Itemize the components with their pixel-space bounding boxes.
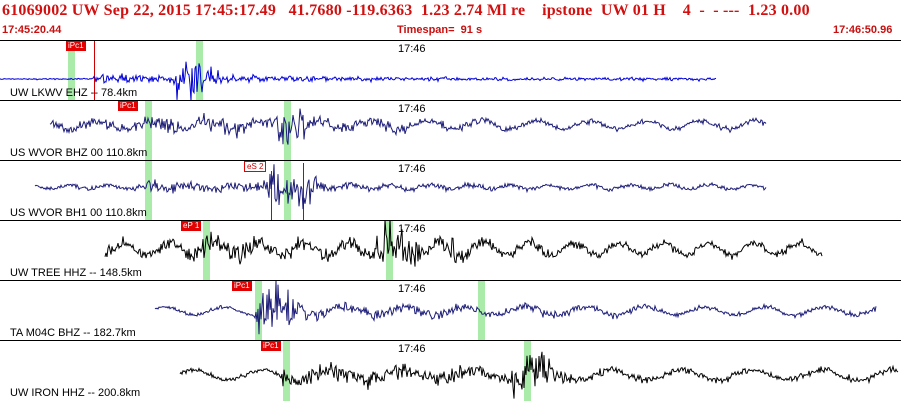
channel-label: UW IRON HHZ -- 200.8km bbox=[10, 387, 141, 399]
waveform-line bbox=[104, 221, 823, 267]
waveform-trace bbox=[34, 164, 767, 210]
event-title: 61069002 UW Sep 22, 2015 17:45:17.49 41.… bbox=[2, 2, 810, 19]
pick-flag[interactable]: iPc1 bbox=[261, 341, 281, 351]
pick-window-marker bbox=[68, 41, 75, 100]
pick-window-marker bbox=[284, 101, 291, 160]
channel-label: US WVOR BH1 00 110.8km bbox=[10, 207, 147, 219]
pick-line bbox=[303, 163, 304, 220]
pick-flag[interactable]: iPc1 bbox=[232, 281, 252, 291]
pick-window-marker bbox=[283, 341, 290, 401]
start-time: 17:45:20.44 bbox=[2, 24, 62, 36]
waveform-line bbox=[34, 164, 767, 210]
waveform-line bbox=[0, 61, 717, 101]
pick-window-marker bbox=[145, 161, 152, 220]
pick-flag[interactable]: iPc1 bbox=[118, 101, 138, 111]
channel-label: UW LKWV EHZ -- 78.4km bbox=[10, 87, 138, 99]
pick-line bbox=[94, 41, 95, 100]
pick-flag[interactable]: iPc1 bbox=[66, 41, 86, 51]
event-header: 61069002 UW Sep 22, 2015 17:45:17.49 41.… bbox=[0, 0, 901, 40]
waveform-line bbox=[49, 108, 767, 145]
pick-window-marker bbox=[203, 221, 210, 280]
pick-window-marker bbox=[196, 41, 203, 100]
pick-window-marker bbox=[524, 341, 531, 401]
time-mark-label: 17:46 bbox=[398, 223, 426, 235]
trace-panel-wvor-bh1[interactable]: eS 2 17:46 US WVOR BH1 00 110.8km bbox=[0, 160, 901, 220]
waveform-trace bbox=[179, 351, 899, 399]
pick-window-marker bbox=[386, 221, 393, 280]
pick-window-marker bbox=[145, 101, 152, 160]
pick-flag[interactable]: eS 2 bbox=[244, 161, 267, 172]
time-mark-label: 17:46 bbox=[398, 283, 426, 295]
time-mark-label: 17:46 bbox=[398, 43, 426, 55]
trace-panel-tree[interactable]: eP 1 17:46 UW TREE HHZ -- 148.5km bbox=[0, 220, 901, 280]
timespan-label: Timespan= 91 s bbox=[397, 24, 483, 36]
channel-label: UW TREE HHZ -- 148.5km bbox=[10, 267, 142, 279]
channel-label: US WVOR BHZ 00 110.8km bbox=[10, 147, 148, 159]
trace-panel-iron[interactable]: iPc1 17:46 UW IRON HHZ -- 200.8km bbox=[0, 340, 901, 401]
waveform-trace bbox=[49, 108, 767, 145]
time-mark-label: 17:46 bbox=[398, 103, 426, 115]
waveform-trace bbox=[0, 61, 717, 101]
trace-panel-m04c[interactable]: iPc1 17:46 TA M04C BHZ -- 182.7km bbox=[0, 280, 901, 340]
waveform-line bbox=[179, 351, 899, 399]
trace-panel-lkwv[interactable]: iPc1 17:46 UW LKWV EHZ -- 78.4km bbox=[0, 40, 901, 101]
waveform-line bbox=[154, 281, 877, 335]
time-mark-label: 17:46 bbox=[398, 343, 426, 355]
seismogram-panels[interactable]: iPc1 17:46 UW LKWV EHZ -- 78.4km iPc1 17… bbox=[0, 40, 901, 401]
trace-panel-wvor-bhz[interactable]: iPc1 17:46 US WVOR BHZ 00 110.8km bbox=[0, 100, 901, 160]
waveform-trace bbox=[154, 281, 877, 335]
end-time: 17:46:50.96 bbox=[833, 24, 893, 36]
pick-flag[interactable]: eP 1 bbox=[181, 221, 202, 231]
pick-window-marker bbox=[478, 281, 485, 340]
waveform-trace bbox=[104, 221, 823, 267]
channel-label: TA M04C BHZ -- 182.7km bbox=[10, 327, 136, 339]
pick-line bbox=[271, 171, 272, 220]
time-mark-label: 17:46 bbox=[398, 163, 426, 175]
